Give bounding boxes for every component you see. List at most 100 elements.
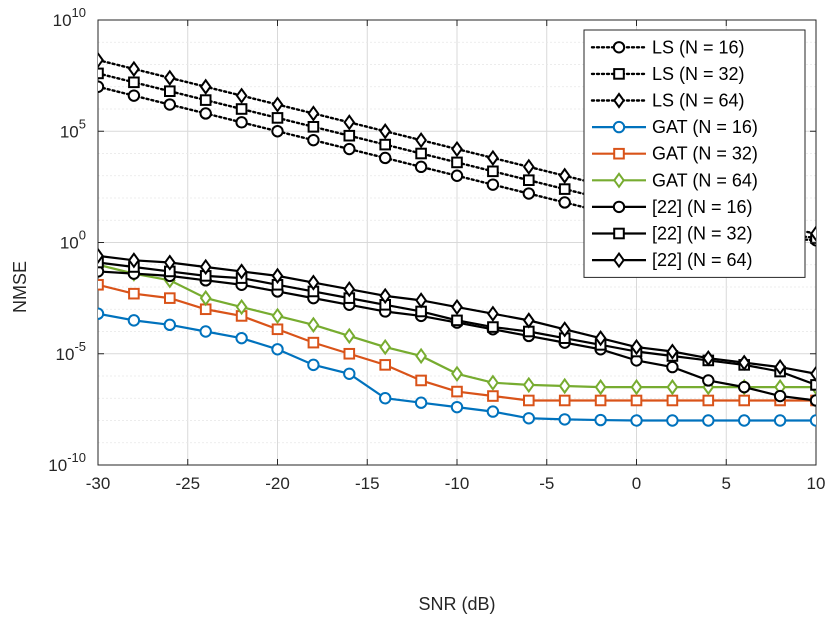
data-point	[127, 314, 141, 327]
data-point	[558, 196, 571, 209]
x-tick-label: 0	[632, 474, 641, 493]
data-point	[379, 392, 392, 405]
data-point	[128, 287, 140, 300]
data-point	[809, 414, 816, 427]
legend-label: [22] (N = 16)	[652, 197, 753, 217]
data-point	[307, 358, 320, 372]
data-point	[594, 394, 607, 407]
data-point	[809, 394, 816, 407]
data-point	[702, 374, 715, 387]
data-point	[738, 354, 751, 371]
data-point	[810, 225, 816, 242]
data-point	[522, 158, 535, 176]
data-point	[451, 314, 463, 327]
data-point	[594, 329, 607, 347]
legend-entry: GAT (N = 64)	[592, 170, 758, 190]
data-point	[702, 394, 715, 407]
data-point	[127, 89, 141, 102]
data-point	[98, 278, 104, 291]
data-point	[558, 321, 571, 338]
data-point	[486, 178, 500, 191]
data-point	[98, 247, 104, 265]
data-point	[343, 281, 356, 298]
data-point	[199, 289, 212, 307]
x-tick-label: -30	[86, 474, 111, 493]
data-point	[98, 51, 104, 69]
data-point	[199, 107, 212, 120]
data-point	[235, 116, 248, 129]
data-point	[486, 374, 499, 391]
data-point	[666, 360, 679, 374]
data-point	[773, 414, 787, 427]
series-22-n-64	[98, 247, 816, 382]
data-point	[451, 156, 463, 169]
data-point	[271, 307, 284, 325]
data-point	[379, 138, 391, 151]
legend-entry: LS (N = 32)	[590, 64, 745, 84]
legend-entry: [22] (N = 32)	[592, 224, 753, 244]
legend-label: [22] (N = 32)	[652, 224, 753, 244]
data-point	[98, 67, 104, 80]
data-point	[630, 378, 643, 396]
legend-marker	[613, 147, 625, 160]
data-point	[487, 321, 499, 333]
legend-label: LS (N = 64)	[652, 91, 745, 111]
data-point	[451, 140, 463, 158]
data-point	[738, 394, 751, 407]
data-point	[702, 414, 715, 427]
data-point	[738, 380, 751, 394]
legend-label: LS (N = 32)	[652, 64, 745, 84]
data-point	[558, 394, 571, 407]
data-point	[271, 125, 284, 138]
data-point	[98, 307, 105, 320]
data-point	[199, 78, 212, 95]
legend-label: GAT (N = 32)	[652, 144, 758, 164]
legend-label: [22] (N = 64)	[652, 250, 753, 270]
data-point	[343, 114, 356, 131]
x-axis-ticks: -30 -25 -20 -15 -10 -5 0 5 10	[86, 20, 826, 493]
data-point	[774, 358, 787, 376]
data-point	[271, 323, 284, 336]
y-tick-label: 100	[60, 228, 86, 253]
y-tick-label: 105	[60, 116, 86, 141]
legend-entry: [22] (N = 64)	[592, 250, 753, 270]
data-point	[271, 267, 284, 285]
legend-marker	[613, 172, 625, 189]
data-point	[199, 258, 212, 276]
data-point	[415, 374, 427, 387]
legend-marker	[612, 120, 626, 134]
data-point	[487, 390, 499, 402]
series-layer	[98, 51, 816, 427]
data-point	[414, 160, 428, 174]
data-point	[415, 131, 428, 149]
data-point	[379, 287, 392, 305]
data-point	[127, 252, 140, 269]
data-point	[164, 85, 176, 98]
x-tick-label: -10	[445, 474, 470, 493]
data-point	[451, 298, 463, 316]
data-point	[630, 414, 643, 427]
x-tick-label: -20	[265, 474, 290, 493]
y-tick-label: 10-5	[56, 339, 86, 364]
data-point	[199, 325, 212, 338]
legend-entry: LS (N = 64)	[590, 91, 745, 111]
x-tick-label: 10	[807, 474, 826, 493]
data-point	[558, 167, 571, 184]
data-point	[343, 129, 356, 142]
data-point	[343, 367, 356, 380]
data-point	[666, 414, 679, 427]
data-point	[415, 347, 428, 365]
y-tick-label: 1010	[53, 5, 86, 30]
data-point	[522, 376, 535, 394]
data-point	[487, 165, 499, 178]
data-point	[307, 316, 320, 334]
legend-entry: [22] (N = 16)	[592, 197, 753, 217]
legend-marker	[612, 200, 626, 214]
x-tick-label: 5	[722, 474, 731, 493]
data-point	[666, 343, 679, 360]
data-point	[235, 87, 248, 104]
data-point	[486, 305, 499, 322]
x-tick-label: -5	[539, 474, 554, 493]
data-point	[666, 394, 679, 407]
